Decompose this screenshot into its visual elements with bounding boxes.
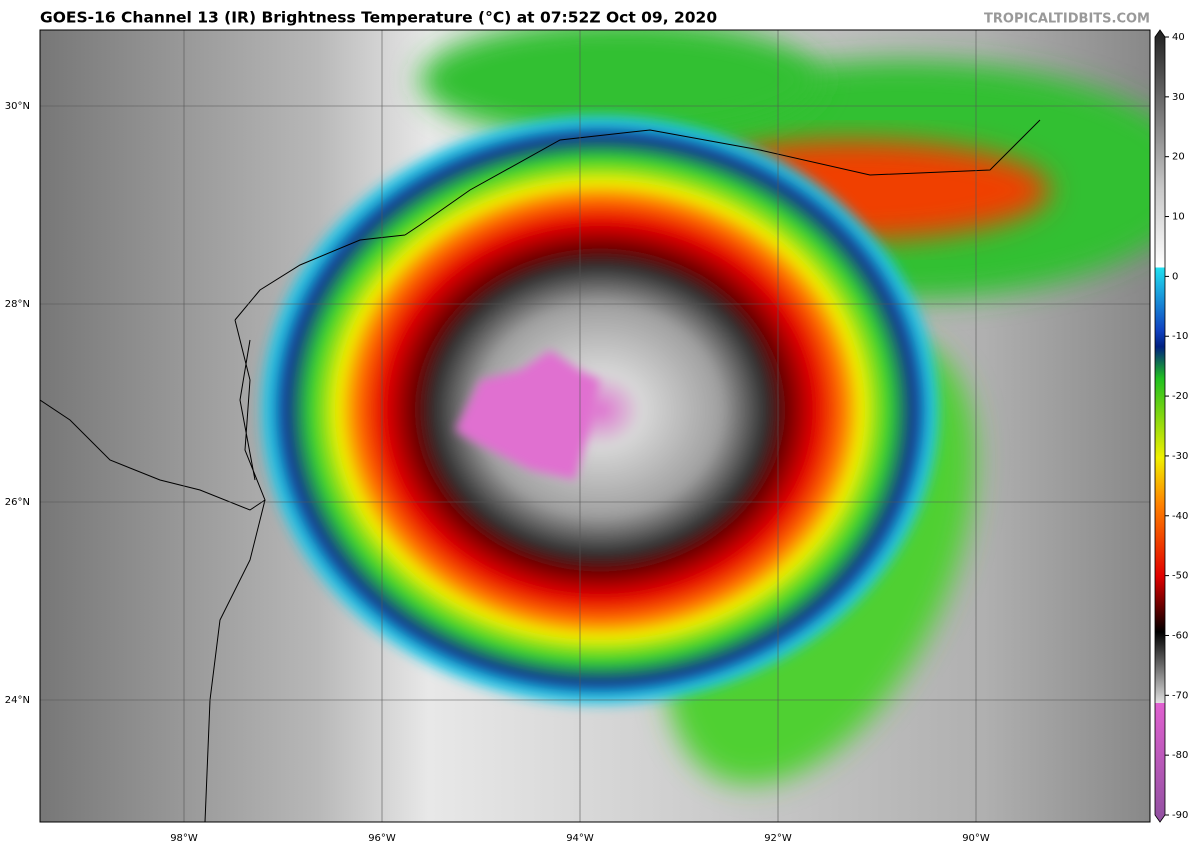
colorbar-tick-label: 30 bbox=[1172, 92, 1185, 103]
lon-label: 90°W bbox=[962, 833, 990, 844]
colorbar-tick-label: -70 bbox=[1172, 690, 1188, 701]
lat-label: 24°N bbox=[5, 695, 30, 706]
map-frame bbox=[39, 29, 1151, 823]
colorbar-tick-label: -30 bbox=[1172, 451, 1188, 462]
colorbar-tick-label: -20 bbox=[1172, 391, 1188, 402]
lat-label: 30°N bbox=[5, 101, 30, 112]
title: GOES-16 Channel 13 (IR) Brightness Tempe… bbox=[40, 9, 717, 27]
colorbar-tick-label: 40 bbox=[1172, 32, 1185, 43]
colorbar-tick-label: 0 bbox=[1172, 271, 1178, 282]
lat-label: 28°N bbox=[5, 299, 30, 310]
lon-label: 92°W bbox=[764, 833, 792, 844]
colorbar-tick-label: -80 bbox=[1172, 750, 1188, 761]
satellite-image bbox=[40, 30, 1150, 822]
lon-label: 94°W bbox=[566, 833, 594, 844]
lat-label: 26°N bbox=[5, 497, 30, 508]
colorbar-tick-label: -60 bbox=[1172, 630, 1188, 641]
graticule bbox=[40, 30, 1150, 822]
colorbar bbox=[1154, 29, 1166, 823]
colorbar-tick-label: 10 bbox=[1172, 212, 1185, 223]
colorbar-tick-label: -40 bbox=[1172, 511, 1188, 522]
lon-label: 98°W bbox=[170, 833, 198, 844]
colorbar-tick-label: -90 bbox=[1172, 810, 1188, 821]
colorbar-tick-label: -10 bbox=[1172, 331, 1188, 342]
colorbar-tick-label: -50 bbox=[1172, 571, 1188, 582]
colorbar-tick-label: 20 bbox=[1172, 152, 1185, 163]
lon-label: 96°W bbox=[368, 833, 396, 844]
source: TROPICALTIDBITS.COM bbox=[984, 12, 1150, 27]
